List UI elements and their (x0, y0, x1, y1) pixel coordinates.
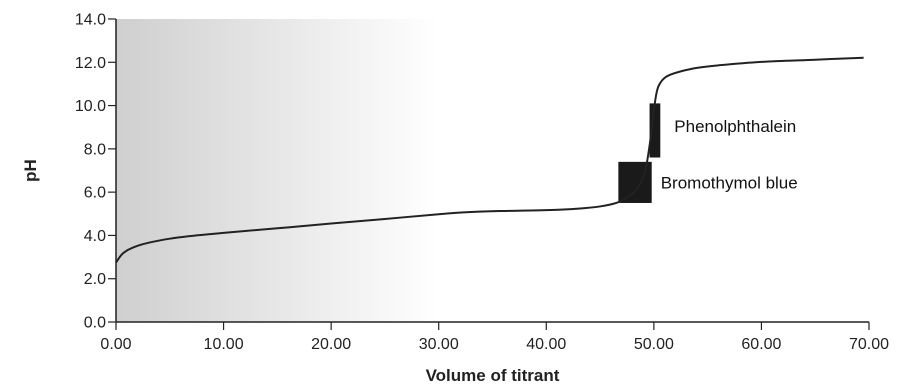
x-tick-label: 10.00 (204, 336, 244, 353)
annotation-label: Bromothymol blue (661, 173, 798, 192)
annotation-label: Phenolphthalein (674, 117, 796, 136)
x-tick-label: 30.00 (419, 336, 459, 353)
y-tick-label: 14.0 (75, 12, 106, 29)
x-tick-label: 20.00 (311, 336, 351, 353)
x-tick-label: 0.00 (100, 336, 131, 353)
y-tick-label: 6.0 (84, 185, 106, 202)
x-tick-label: 40.00 (526, 336, 566, 353)
x-tick-label: 50.00 (634, 336, 674, 353)
y-axis-title: pH (21, 159, 40, 182)
x-tick-label: 70.00 (849, 336, 889, 353)
y-tick-label: 8.0 (84, 141, 106, 158)
y-tick-label: 2.0 (84, 271, 106, 288)
annotation-layer: Phenolphthalein Bromothymol blue (661, 117, 798, 192)
y-tick-label: 12.0 (75, 55, 106, 72)
y-tick-label: 10.0 (75, 98, 106, 115)
axes-layer: 0.0 2.0 4.0 6.0 8.0 10.0 12.0 14.0 0.00 10.00 20.0… (75, 12, 889, 354)
x-tick-label: 60.00 (741, 336, 781, 353)
marks-layer (115, 56, 864, 264)
shaded-region (116, 19, 439, 322)
y-tick-label: 4.0 (84, 228, 106, 245)
y-tick-label: 0.0 (84, 315, 106, 332)
x-axis-title: Volume of titrant (426, 366, 560, 385)
indicator-range-box (649, 103, 661, 158)
titration-curve (115, 56, 864, 264)
